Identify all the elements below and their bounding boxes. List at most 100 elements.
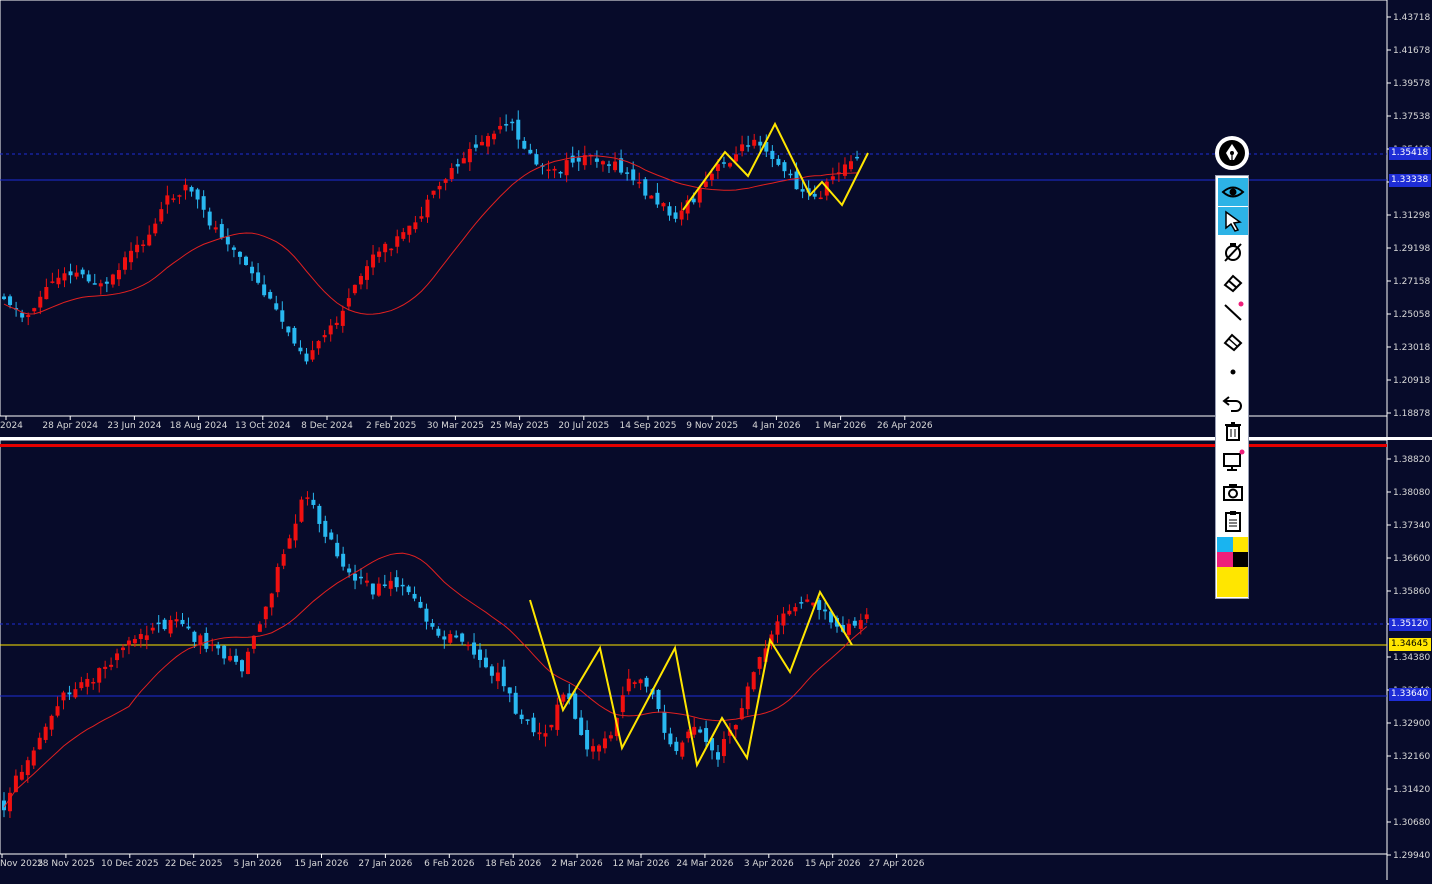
- candle-body: [552, 168, 557, 171]
- candle-body: [594, 158, 599, 162]
- x-tick-label: 14 Sep 2025: [619, 421, 676, 431]
- candle-body: [745, 686, 750, 710]
- y-tick-label: 1.39578: [1393, 79, 1430, 89]
- y-tick-label: 1.18878: [1393, 409, 1430, 419]
- toolbar-eraser-button[interactable]: [1218, 327, 1248, 355]
- color-swatch[interactable]: [1217, 552, 1233, 567]
- candle-body: [473, 144, 478, 148]
- toolbar-brush-button[interactable]: [1218, 269, 1248, 297]
- candle-body: [359, 576, 363, 579]
- candle-body: [389, 248, 394, 251]
- price-tag: 1.33338: [1389, 174, 1431, 187]
- candle-body: [165, 195, 170, 205]
- candle-body: [685, 200, 690, 214]
- candle-body: [189, 187, 194, 192]
- candle-body: [486, 135, 490, 147]
- hide-drawings-icon: [1224, 243, 1242, 262]
- candle-body: [37, 737, 42, 750]
- camera-icon: [1223, 484, 1243, 501]
- candle-body: [692, 726, 697, 735]
- candle-body: [352, 284, 357, 294]
- y-tick-label: 1.41678: [1393, 46, 1430, 56]
- candle-body: [655, 192, 660, 205]
- candle-body: [466, 644, 471, 647]
- candle-body: [788, 173, 793, 176]
- candle-body: [793, 607, 798, 612]
- moving-average-line: [3, 155, 858, 315]
- toolbar-dot-button[interactable]: [1218, 358, 1248, 386]
- candle-body: [607, 164, 611, 166]
- x-tick-label: 10 Dec 2025: [101, 859, 159, 869]
- candle-body: [716, 752, 720, 760]
- candle-body: [2, 296, 6, 300]
- candle-body: [455, 164, 460, 167]
- candle-body: [346, 298, 351, 307]
- x-tick-label: 18 Feb 2026: [485, 859, 541, 869]
- candle-body: [269, 593, 274, 608]
- candle-body: [377, 251, 382, 257]
- candle-body: [543, 733, 548, 737]
- candle-body: [2, 800, 6, 811]
- candle-body: [156, 622, 161, 625]
- candle-body: [608, 735, 613, 739]
- x-tick-label: 13 Oct 2024: [235, 421, 291, 431]
- candle-body: [600, 161, 605, 165]
- candle-body: [13, 775, 18, 793]
- zigzag-pattern-line: [682, 121, 869, 211]
- trash-icon: [1225, 422, 1241, 441]
- candle-body: [585, 729, 590, 750]
- candle-body: [201, 196, 206, 210]
- candle-body: [293, 523, 298, 541]
- chart-pane-bottom[interactable]: 1.38820 1.38080 1.37340 1.36600 1.35860 1.351…: [0, 439, 1432, 880]
- candle-body: [570, 155, 575, 163]
- color-swatch[interactable]: [1217, 567, 1248, 597]
- x-tick-label: 15 Jan 2026: [295, 859, 349, 869]
- toolbar-line-button[interactable]: [1218, 298, 1248, 326]
- candle-body: [842, 164, 847, 176]
- candle-body: [186, 626, 191, 629]
- x-tick-label: 2 Feb 2025: [366, 421, 416, 431]
- pen-tool-badge[interactable]: [1215, 136, 1249, 170]
- candle-body: [661, 203, 666, 207]
- candle-body: [32, 308, 37, 312]
- toolbar-cursor-button[interactable]: [1218, 207, 1248, 235]
- x-tick-label: 5 Jan 2026: [233, 859, 281, 869]
- toolbar-clipboard-button[interactable]: [1218, 507, 1248, 535]
- toolbar-display-button[interactable]: [1218, 447, 1248, 475]
- candle-body: [394, 577, 399, 588]
- candle-body: [262, 284, 267, 296]
- candle-body: [68, 271, 73, 276]
- candle-body: [667, 206, 672, 216]
- candle-body: [237, 251, 242, 257]
- bottom-chart[interactable]: 1.38820 1.38080 1.37340 1.36600 1.35860 1.351…: [0, 439, 1432, 880]
- toolbar-hide-drawings-button[interactable]: [1218, 238, 1248, 266]
- candle-body: [709, 173, 714, 180]
- color-swatch[interactable]: [1217, 537, 1233, 552]
- pane-separator[interactable]: [0, 437, 1432, 440]
- candle-body: [341, 553, 346, 567]
- candle-body: [752, 139, 757, 146]
- candle-body: [382, 584, 387, 586]
- candle-body: [537, 732, 542, 735]
- toolbar-eye-button[interactable]: [1218, 178, 1248, 206]
- color-swatch[interactable]: [1233, 552, 1248, 567]
- candle-body: [103, 666, 108, 669]
- candle-body: [454, 635, 459, 638]
- candle-body: [311, 499, 316, 505]
- moving-average-line: [3, 552, 868, 808]
- x-tick-label: 4 Jan 2026: [752, 421, 800, 431]
- candle-body: [489, 666, 494, 676]
- candle-body: [776, 158, 781, 165]
- x-tick-label: 26 Apr 2026: [877, 421, 933, 431]
- candle-body: [852, 620, 857, 626]
- candle-body: [55, 706, 60, 716]
- toolbar-trash-button[interactable]: [1218, 417, 1248, 445]
- candle-body: [263, 606, 268, 620]
- candle-body: [298, 347, 303, 352]
- candle-body: [407, 225, 412, 235]
- toolbar-undo-button[interactable]: [1218, 388, 1248, 416]
- toolbar-camera-button[interactable]: [1218, 478, 1248, 506]
- color-swatch[interactable]: [1233, 537, 1248, 552]
- candle-body: [418, 601, 423, 608]
- y-tick-label: 1.31298: [1393, 211, 1430, 221]
